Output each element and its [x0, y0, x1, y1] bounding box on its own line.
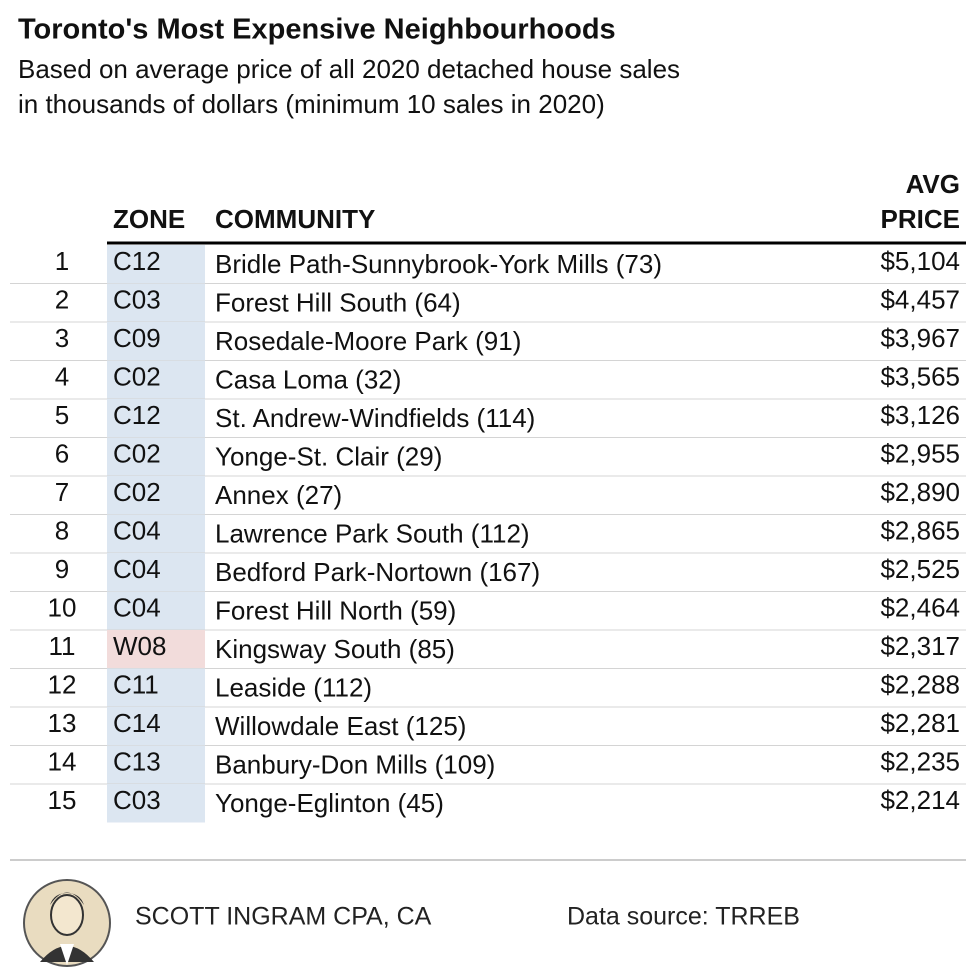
rank: 12	[48, 670, 77, 700]
avatar	[23, 879, 111, 967]
price: $4,457	[880, 285, 960, 315]
price: $2,235	[880, 747, 960, 777]
price: $3,967	[880, 323, 960, 353]
rank: 4	[55, 362, 69, 392]
rank: 15	[48, 785, 77, 815]
community: Bedford Park-Nortown (167)	[215, 557, 540, 587]
community: Banbury-Don Mills (109)	[215, 750, 495, 780]
price: $2,525	[880, 554, 960, 584]
subtitle: Based on average price of all 2020 detac…	[18, 54, 680, 84]
column-header: COMMUNITY	[215, 204, 375, 234]
zone: W08	[113, 631, 166, 661]
rank: 13	[48, 708, 77, 738]
zone: C13	[113, 747, 161, 777]
community: Bridle Path-Sunnybrook-York Mills (73)	[215, 249, 662, 279]
price: $2,288	[880, 670, 960, 700]
zone-cell	[107, 283, 205, 322]
community: Yonge-Eglinton (45)	[215, 788, 444, 818]
community: Casa Loma (32)	[215, 365, 401, 395]
zone-cell	[107, 245, 205, 284]
community: Lawrence Park South (112)	[215, 519, 530, 549]
zone: C02	[113, 439, 161, 469]
community: Willowdale East (125)	[215, 711, 466, 741]
zone-cell	[107, 476, 205, 515]
zone: C12	[113, 246, 161, 276]
price: $5,104	[880, 246, 960, 276]
rank: 10	[48, 593, 77, 623]
column-header: ZONE	[113, 204, 185, 234]
zone: C12	[113, 400, 161, 430]
zone-cell	[107, 437, 205, 476]
zone: C02	[113, 477, 161, 507]
zone-cell	[107, 360, 205, 399]
price: $2,955	[880, 439, 960, 469]
zone-cell	[107, 668, 205, 707]
rank: 2	[55, 285, 69, 315]
community: Yonge-St. Clair (29)	[215, 442, 442, 472]
zone-cell	[107, 322, 205, 361]
rank: 8	[55, 516, 69, 546]
community: Annex (27)	[215, 480, 342, 510]
zone-cell	[107, 591, 205, 630]
community: Rosedale-Moore Park (91)	[215, 326, 521, 356]
zone-cell	[107, 784, 205, 823]
price: $2,214	[880, 785, 960, 815]
rank: 1	[55, 246, 69, 276]
price: $2,865	[880, 516, 960, 546]
zone-cell	[107, 707, 205, 746]
community: Kingsway South (85)	[215, 634, 455, 664]
price: $3,126	[880, 400, 960, 430]
subtitle: in thousands of dollars (minimum 10 sale…	[18, 89, 605, 119]
rank: 11	[49, 631, 76, 661]
community: Forest Hill South (64)	[215, 288, 461, 318]
source: Data source: TRREB	[567, 903, 800, 931]
rank: 14	[48, 747, 77, 777]
table-body: 1 C12 Bridle Path-Sunnybrook-York Mills (7…	[10, 245, 966, 823]
zone-cell	[107, 745, 205, 784]
title: Toronto's Most Expensive Neighbourhoods	[18, 14, 616, 46]
price: $2,317	[880, 631, 960, 661]
zone: C03	[113, 785, 161, 815]
rank: 6	[55, 439, 69, 469]
rank: 9	[55, 554, 69, 584]
column-header: AVG	[906, 169, 960, 199]
zone-cell	[107, 630, 205, 669]
rank: 5	[55, 400, 69, 430]
rank: 3	[55, 323, 69, 353]
price: $2,890	[880, 477, 960, 507]
column-header: PRICE	[881, 204, 960, 234]
price: $2,464	[880, 593, 960, 623]
community: Forest Hill North (59)	[215, 596, 456, 626]
zone-cell	[107, 514, 205, 553]
community: Leaside (112)	[215, 673, 372, 703]
community: St. Andrew-Windfields (114)	[215, 403, 535, 433]
zone: C14	[113, 708, 161, 738]
rank: 7	[55, 477, 69, 507]
zone-cell	[107, 553, 205, 592]
zone: C09	[113, 323, 161, 353]
price: $3,565	[880, 362, 960, 392]
zone-cell	[107, 399, 205, 438]
price: $2,281	[880, 708, 960, 738]
zone: C04	[113, 554, 161, 584]
zone: C03	[113, 285, 161, 315]
zone: C04	[113, 593, 161, 623]
author: SCOTT INGRAM CPA, CA	[135, 903, 432, 931]
zone: C11	[113, 670, 159, 700]
zone: C04	[113, 516, 161, 546]
zone: C02	[113, 362, 161, 392]
